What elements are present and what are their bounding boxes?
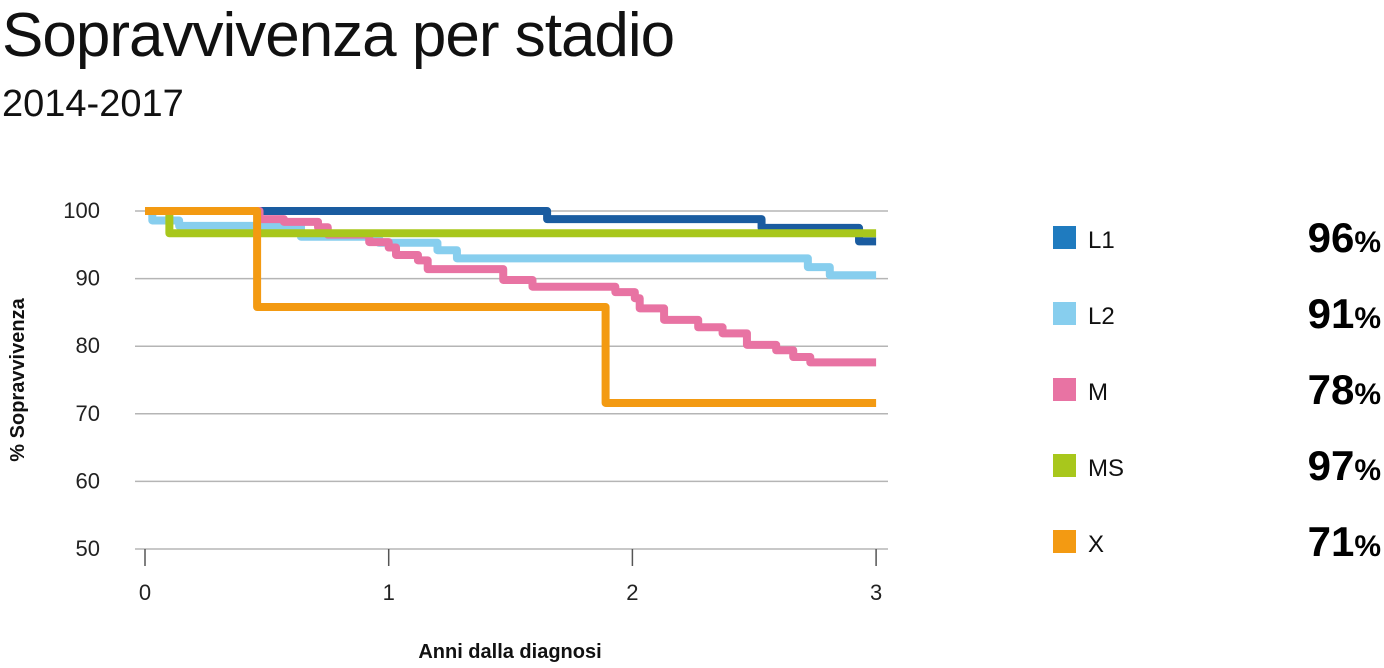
y-tick-label: 90 [76,266,100,291]
percent-sign: % [1354,530,1381,563]
percent-sign: % [1354,378,1381,411]
series-line-m [145,207,877,367]
y-axis-title: % Sopravvivenza [7,297,29,461]
final-survival-value: 96% [1308,214,1381,261]
percent-sign: % [1354,302,1381,335]
y-tick-label: 50 [76,536,100,561]
final-survival-value: 91% [1308,290,1381,337]
legend-swatch-l1 [1053,226,1076,249]
percent-sign: % [1354,226,1381,259]
y-tick-label: 70 [76,401,100,426]
x-tick-label: 0 [139,580,151,605]
legend-swatch-l2 [1053,302,1076,325]
final-value-number: 78 [1308,366,1355,413]
legend-label: M [1088,379,1108,406]
final-value-number: 96 [1308,214,1355,261]
series-line-x [145,207,877,407]
legend-label: MS [1088,455,1124,482]
x-tick-label: 2 [626,580,638,605]
final-survival-value: 78% [1308,366,1381,413]
x-tick-label: 1 [383,580,395,605]
final-value-number: 97 [1308,442,1355,489]
final-survival-value: 71% [1308,518,1381,565]
percent-sign: % [1354,454,1381,487]
chart-subtitle: 2014-2017 [2,83,184,125]
y-tick-label: 100 [63,198,100,223]
final-value-number: 71 [1308,518,1355,565]
legend-label: X [1088,531,1104,558]
y-tick-label: 60 [76,468,100,493]
legend-label: L1 [1088,227,1115,254]
x-axis-title: Anni dalla diagnosi [418,641,601,663]
series-line-l1 [145,207,877,246]
x-tick-label: 3 [870,580,882,605]
series-line-l2 [145,207,877,280]
final-value-number: 91 [1308,290,1355,337]
final-survival-value: 97% [1308,442,1381,489]
legend-swatch-ms [1053,454,1076,477]
legend-label: L2 [1088,303,1115,330]
chart-title: Sopravvivenza per stadio [2,1,675,70]
legend-swatch-m [1053,378,1076,401]
legend-swatch-x [1053,530,1076,553]
y-tick-label: 80 [76,333,100,358]
